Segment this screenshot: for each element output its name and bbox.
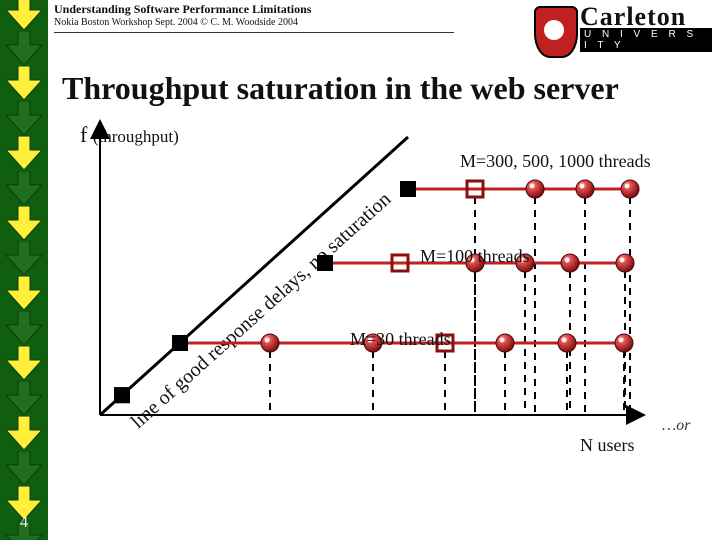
good-response-label: line of good response delays, no saturat… [127,188,396,433]
band-arrow-icon [4,0,44,30]
slide-page: Understanding Software Performance Limit… [0,0,720,540]
series-label-high: M=300, 500, 1000 threads [460,151,651,172]
band-arrow-icon [4,66,44,100]
band-arrow-icon [4,136,44,170]
band-arrow-icon [4,171,44,205]
header-rule [54,32,454,33]
logo-shield-icon [534,6,578,58]
x-axis-trailer: …or [662,417,690,435]
left-arrow-band [0,0,48,540]
band-arrow-icon [4,31,44,65]
university-logo: Carleton U N I V E R S I T Y [532,0,712,58]
band-arrow-icon [4,276,44,310]
logo-line2: U N I V E R S I T Y [580,28,712,52]
band-arrow-icon [4,101,44,135]
series-label-low: M=30 threads [350,329,451,350]
slide-number: 4 [0,514,48,532]
band-arrow-icon [4,381,44,415]
band-arrow-icon [4,451,44,485]
series-label-mid: M=100 threads [420,246,530,267]
band-arrow-icon [4,416,44,450]
logo-wordmark: Carleton U N I V E R S I T Y [580,2,712,53]
band-arrow-icon [4,346,44,380]
band-arrow-icon [4,206,44,240]
x-axis-label: N users [580,435,635,456]
band-arrow-icon [4,241,44,275]
band-arrow-icon [4,311,44,345]
slide-title: Throughput saturation in the web server [62,70,712,107]
